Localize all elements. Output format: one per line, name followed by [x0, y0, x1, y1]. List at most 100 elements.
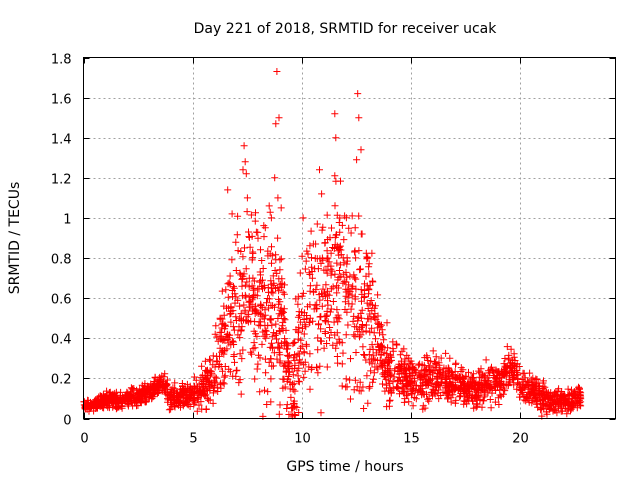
data-point — [566, 391, 574, 398]
data-point — [286, 368, 294, 376]
data-point — [481, 379, 489, 387]
data-point — [351, 323, 359, 331]
data-point — [265, 358, 273, 366]
data-point — [241, 281, 249, 289]
data-point — [268, 321, 276, 329]
data-point — [274, 315, 282, 322]
data-point — [334, 284, 342, 292]
data-point — [308, 268, 316, 275]
data-point — [190, 373, 198, 381]
data-point — [318, 226, 326, 234]
data-point — [482, 356, 490, 364]
data-point — [357, 309, 365, 317]
data-point — [252, 209, 259, 217]
data-point — [304, 303, 311, 311]
data-point — [302, 257, 310, 265]
data-point — [503, 343, 511, 351]
data-point — [316, 362, 324, 370]
data-point — [249, 248, 257, 256]
data-point — [206, 396, 214, 404]
data-point — [229, 338, 237, 346]
data-point — [479, 385, 486, 393]
data-point — [317, 409, 325, 417]
data-point — [192, 376, 200, 384]
data-point — [317, 259, 325, 267]
data-point — [313, 220, 321, 228]
data-point — [409, 363, 417, 371]
data-point — [280, 308, 287, 316]
data-point — [358, 230, 366, 238]
data-point — [393, 383, 400, 391]
data-point — [216, 344, 224, 352]
data-point — [326, 334, 333, 342]
data-point — [239, 253, 247, 261]
data-point — [368, 324, 376, 332]
data-point — [230, 353, 238, 360]
data-point — [257, 277, 265, 285]
data-point — [232, 317, 240, 324]
data-point — [237, 390, 245, 398]
data-point — [283, 401, 291, 409]
data-point — [258, 304, 266, 312]
data-point — [156, 379, 164, 387]
data-point — [352, 254, 360, 262]
data-point — [349, 282, 357, 290]
data-point — [321, 330, 329, 337]
data-point — [372, 349, 380, 357]
data-point — [410, 394, 418, 401]
data-point — [378, 321, 385, 329]
y-tick-label: 0 — [63, 414, 71, 429]
data-point — [241, 158, 249, 166]
data-point — [396, 351, 404, 359]
data-point — [136, 388, 144, 396]
data-point — [310, 288, 318, 296]
data-point — [299, 325, 306, 333]
data-point — [366, 281, 374, 289]
data-point — [232, 267, 240, 274]
data-point — [214, 388, 222, 395]
data-point — [356, 378, 364, 386]
data-point — [370, 313, 378, 321]
data-point — [386, 396, 394, 404]
data-point — [562, 395, 570, 403]
data-point — [477, 365, 485, 373]
data-point — [420, 390, 428, 398]
data-point — [202, 375, 210, 383]
data-point — [447, 368, 455, 376]
data-point — [277, 255, 285, 263]
data-point — [167, 405, 175, 413]
data-point — [391, 367, 399, 375]
data-point — [437, 354, 445, 362]
y-tick-label: 1.2 — [51, 173, 72, 188]
data-point — [242, 293, 250, 301]
data-point — [161, 370, 169, 378]
data-point — [362, 356, 370, 364]
data-point — [465, 368, 472, 376]
data-point — [323, 363, 331, 371]
data-point — [415, 386, 423, 394]
data-point — [261, 224, 269, 232]
data-point — [354, 90, 362, 98]
data-point — [398, 347, 406, 355]
data-point — [460, 374, 468, 382]
data-point — [377, 351, 385, 358]
data-point — [532, 375, 540, 383]
data-point — [283, 405, 291, 412]
data-point — [241, 291, 249, 299]
data-point — [111, 392, 119, 399]
data-point — [300, 373, 308, 381]
data-point — [286, 385, 294, 393]
data-point — [289, 386, 297, 394]
data-point — [187, 394, 195, 402]
data-point — [409, 402, 417, 410]
data-point — [564, 385, 572, 393]
data-point — [444, 364, 452, 372]
data-point — [342, 331, 350, 339]
data-point — [276, 351, 284, 359]
data-point — [338, 360, 346, 368]
data-point — [410, 377, 418, 385]
data-point — [227, 304, 235, 312]
data-point — [317, 325, 325, 333]
data-point — [108, 398, 116, 405]
data-point — [267, 355, 275, 363]
